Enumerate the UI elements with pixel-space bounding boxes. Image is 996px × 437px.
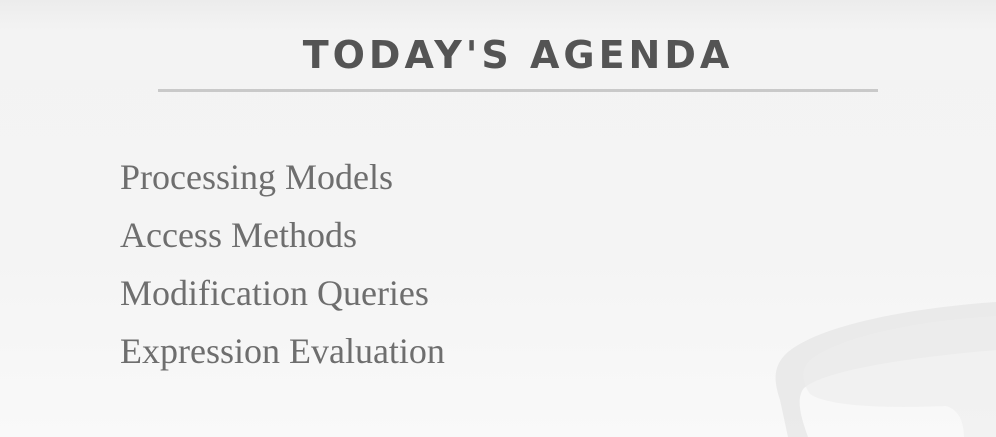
slide-title: TODAY'S AGENDA — [302, 33, 734, 77]
agenda-item-access-methods: Access Methods — [120, 215, 357, 255]
agenda-item-expression-evaluation: Expression Evaluation — [120, 331, 445, 371]
agenda-item-processing-models: Processing Models — [120, 157, 393, 197]
watermark-decoration — [775, 302, 996, 437]
agenda-list: Processing Models Access Methods Modific… — [120, 148, 445, 380]
title-divider — [158, 89, 878, 92]
agenda-item-modification-queries: Modification Queries — [120, 273, 429, 313]
